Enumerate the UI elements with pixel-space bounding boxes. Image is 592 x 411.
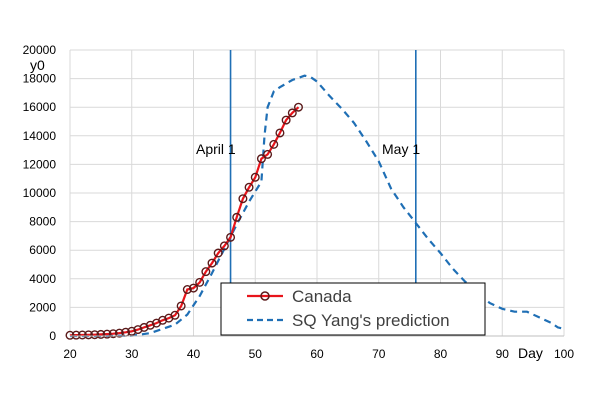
data-point-canada (71, 330, 81, 340)
data-point-canada (287, 108, 297, 118)
annotation-april-1: April 1 (196, 141, 236, 157)
data-point-canada (108, 329, 118, 339)
y-tick-label: 16000 (23, 100, 57, 114)
x-tick-label: 70 (372, 347, 386, 361)
data-point-canada (207, 258, 217, 268)
data-point-canada (114, 328, 124, 338)
data-point-canada (127, 326, 137, 336)
legend-label-canada: Canada (292, 287, 352, 306)
x-tick-label: 30 (125, 347, 139, 361)
x-tick-label: 100 (554, 347, 574, 361)
y-tick-label: 8000 (29, 215, 56, 229)
y-tick-label: 0 (49, 329, 56, 343)
y-tick-label: 4000 (29, 272, 56, 286)
axes: 0 2000 4000 6000 8000 10000 12000 14000 16000 180… (23, 43, 575, 361)
data-point-canada (275, 128, 285, 138)
legend: Canada SQ Yang's prediction (220, 282, 486, 336)
data-point-canada (256, 154, 266, 164)
series-line-prediction (70, 74, 565, 338)
annotation-may-1: May 1 (382, 141, 420, 157)
data-point-canada (281, 115, 291, 125)
data-point-canada (293, 102, 303, 112)
data-point-canada (170, 310, 180, 320)
data-point-canada (195, 277, 205, 287)
y-tick-label: 6000 (29, 243, 56, 257)
y-tick-label: 10000 (23, 186, 57, 200)
data-point-canada (84, 330, 94, 340)
data-point-canada (65, 330, 75, 340)
y-tick-label: 20000 (23, 43, 57, 57)
data-point-canada (158, 315, 168, 325)
y-tick-label: 12000 (23, 157, 57, 171)
x-axis-label: Day (518, 345, 543, 361)
data-point-canada (201, 267, 211, 277)
data-point-canada (176, 301, 186, 311)
data-point-canada (226, 232, 236, 242)
x-tick-label: 50 (249, 347, 263, 361)
data-point-canada (139, 322, 149, 332)
x-tick-label: 20 (63, 347, 77, 361)
data-point-canada (213, 248, 223, 258)
data-point-canada (182, 285, 192, 295)
data-point-canada (96, 329, 106, 339)
data-point-canada (133, 325, 143, 335)
x-tick-label: 80 (434, 347, 448, 361)
data-point-canada (219, 241, 229, 251)
data-point-canada (244, 182, 254, 192)
y-axis-label: y0 (30, 57, 45, 73)
data-point-canada (238, 194, 248, 204)
data-point-canada (188, 283, 198, 293)
legend-canada-marker (260, 291, 270, 301)
data-point-canada (269, 139, 279, 149)
legend-label-prediction: SQ Yang's prediction (292, 311, 450, 330)
data-point-canada (232, 212, 242, 222)
data-point-canada (102, 329, 112, 339)
data-point-canada (145, 320, 155, 330)
data-point-canada (77, 330, 87, 340)
x-tick-label: 60 (310, 347, 324, 361)
y-tick-label: 14000 (23, 129, 57, 143)
x-tick-label: 90 (496, 347, 510, 361)
data-point-canada (263, 149, 273, 159)
y-tick-label: 2000 (29, 300, 56, 314)
data-point-canada (90, 330, 100, 340)
y-tick-label: 18000 (23, 72, 57, 86)
data-point-canada (250, 172, 260, 182)
x-tick-label: 40 (187, 347, 201, 361)
